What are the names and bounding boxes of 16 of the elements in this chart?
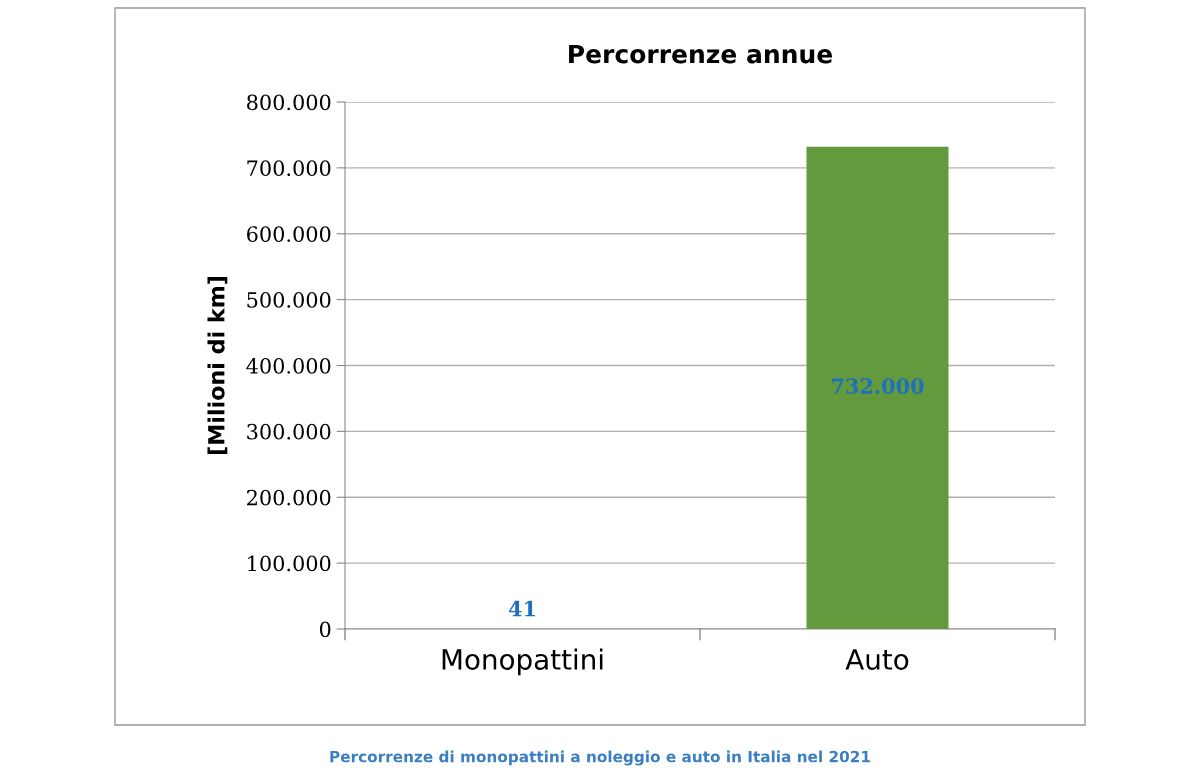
y-axis-title: [Milioni di km] <box>207 276 228 455</box>
chart-title: Percorrenze annue <box>569 44 833 64</box>
y-tick-label: 700.000 <box>247 160 331 177</box>
y-tick-label: 300.000 <box>247 423 331 440</box>
x-tick-label: Auto <box>845 649 909 670</box>
y-tick-label: 0 <box>319 621 331 638</box>
x-tick-label: Monopattini <box>442 648 603 676</box>
y-tick-label: 600.000 <box>247 226 331 242</box>
y-tick-label: 100.000 <box>248 555 331 572</box>
y-tick-label: 800.000 <box>247 94 331 111</box>
data-label: 41 <box>508 600 535 617</box>
y-tick-label: 200.000 <box>247 489 331 506</box>
text: Percorrenze di monopattini a noleggio e auto in Italia nel 2021 <box>330 750 870 766</box>
data-label: 732.000 <box>832 378 924 394</box>
y-tick-label: 500.000 <box>247 292 331 308</box>
y-tick-label: 400.000 <box>246 357 331 374</box>
